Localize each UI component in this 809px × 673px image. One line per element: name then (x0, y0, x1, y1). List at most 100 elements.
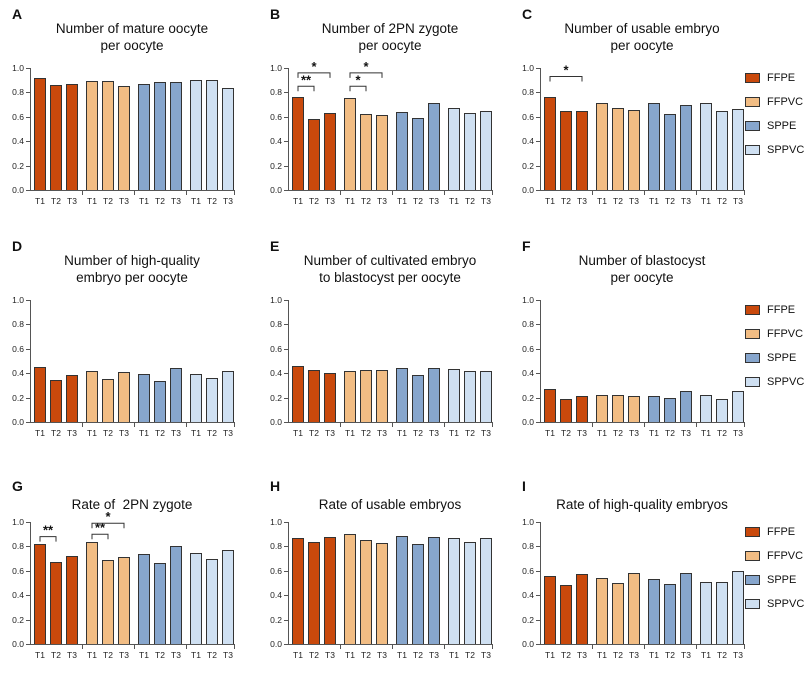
x-tick-label: T3 (481, 196, 491, 206)
bar-FFPE-T1 (292, 97, 304, 190)
x-tick-label: T1 (345, 428, 355, 438)
bar-FFPE-T2 (50, 85, 62, 190)
bar-FFPVC-T2 (360, 370, 372, 422)
x-tick-mark (392, 645, 393, 649)
x-axis-line (30, 422, 235, 423)
legend-label: SPPVC (767, 598, 805, 610)
y-tick-label: 0.2 (12, 615, 24, 625)
bar-group-container (540, 522, 744, 644)
significance-label: * (563, 63, 569, 78)
y-tick-mark (284, 166, 288, 167)
x-tick-label: T3 (377, 196, 387, 206)
panel-G: G Rate of 2PN zygote 0.0 0.2 0.4 0.6 0.8 1.0 ** *… (2, 478, 254, 673)
x-tick-label: T3 (733, 428, 743, 438)
bar-FFPE-T2 (308, 370, 320, 422)
bar-FFPVC-T2 (612, 108, 624, 190)
x-tick-label: T3 (481, 428, 491, 438)
bar-SPPVC-T2 (206, 378, 218, 422)
y-tick-label: 0.2 (522, 393, 534, 403)
x-tick-label: T1 (397, 196, 407, 206)
x-tick-label: T3 (67, 196, 77, 206)
y-tick-label: 0.6 (12, 566, 24, 576)
x-tick-label: T1 (139, 196, 149, 206)
bar-SPPE-T2 (664, 398, 676, 422)
y-tick-label: 0.6 (522, 112, 534, 122)
x-tick-label: T3 (681, 650, 691, 660)
x-tick-label: T3 (429, 650, 439, 660)
x-tick-label: T3 (681, 196, 691, 206)
x-tick-label: T3 (629, 428, 639, 438)
legend-swatch-SPPVC (745, 145, 760, 155)
x-tick-label: T1 (545, 428, 555, 438)
x-tick-label: T3 (171, 650, 181, 660)
y-tick-mark (536, 571, 540, 572)
y-axis-line (30, 300, 31, 423)
y-tick-mark (536, 522, 540, 523)
x-tick-label: T2 (561, 196, 571, 206)
bar-group-container (540, 68, 744, 190)
x-tick-mark (234, 191, 235, 195)
x-tick-label: T1 (449, 196, 459, 206)
x-tick-mark (696, 191, 697, 195)
bar-SPPE-T2 (412, 118, 424, 190)
x-tick-label: T2 (413, 428, 423, 438)
x-tick-label: T3 (171, 196, 181, 206)
y-tick-mark (284, 422, 288, 423)
bar-FFPVC-T1 (344, 98, 356, 190)
x-tick-label: T2 (613, 428, 623, 438)
significance-label: * (363, 59, 369, 74)
y-tick-mark (284, 644, 288, 645)
y-tick-label: 0.4 (270, 136, 282, 146)
panel-C: C Number of usable embryo per oocyte 0.0 0.… (512, 6, 804, 234)
x-tick-mark (644, 423, 645, 427)
y-tick-label: 0.8 (12, 319, 24, 329)
x-tick-label: T2 (361, 428, 371, 438)
panel-letter: F (522, 238, 531, 254)
y-axis-line (288, 300, 289, 423)
x-tick-label: T3 (377, 428, 387, 438)
y-tick-label: 0.0 (12, 639, 24, 649)
panel-letter: B (270, 6, 281, 22)
legend-item-SPPE: SPPE (745, 568, 809, 592)
legend-label: SPPVC (767, 144, 805, 156)
bar-FFPE-T3 (324, 537, 336, 644)
x-tick-label: T1 (449, 650, 459, 660)
x-tick-label: T2 (413, 650, 423, 660)
x-tick-label: T3 (325, 196, 335, 206)
panel-letter: I (522, 478, 526, 494)
panel-letter: A (12, 6, 23, 22)
legend-label: SPPE (767, 352, 797, 364)
x-tick-mark (444, 423, 445, 427)
bar-FFPE-T1 (544, 576, 556, 644)
bar-SPPE-T3 (170, 546, 182, 644)
plot-area: 0.0 0.2 0.4 0.6 0.8 1.0 T1 T2 T3 T1 T2 T3 T1 T2 T3 T1 T2… (2, 295, 254, 444)
bar-FFPE-T1 (544, 97, 556, 190)
bar-group-container (30, 68, 234, 190)
x-axis-line (540, 644, 745, 645)
legend-item-SPPE: SPPE (745, 346, 809, 370)
bar-SPPVC-T2 (464, 113, 476, 190)
x-tick-mark (392, 191, 393, 195)
y-tick-label: 1.0 (270, 517, 282, 527)
x-tick-label: T2 (465, 196, 475, 206)
y-tick-mark (284, 595, 288, 596)
bar-SPPE-T3 (170, 82, 182, 190)
y-tick-label: 1.0 (270, 295, 282, 305)
x-tick-mark (592, 423, 593, 427)
significance-label: ** (95, 520, 106, 535)
legend-label: SPPVC (767, 376, 805, 388)
x-tick-label: T1 (191, 428, 201, 438)
x-tick-label: T2 (103, 196, 113, 206)
bar-group-container (288, 68, 492, 190)
legend-label: FFPE (767, 304, 796, 316)
x-tick-label: T3 (429, 428, 439, 438)
bar-SPPVC-T3 (732, 109, 744, 190)
y-tick-label: 0.6 (270, 566, 282, 576)
y-tick-mark (284, 92, 288, 93)
significance-bracket (91, 522, 125, 529)
legend-item-FFPVC: FFPVC (745, 544, 809, 568)
x-tick-mark (744, 645, 745, 649)
legend-swatch-SPPVC (745, 599, 760, 609)
legend-item-SPPVC: SPPVC (745, 138, 809, 162)
y-tick-label: 1.0 (12, 517, 24, 527)
